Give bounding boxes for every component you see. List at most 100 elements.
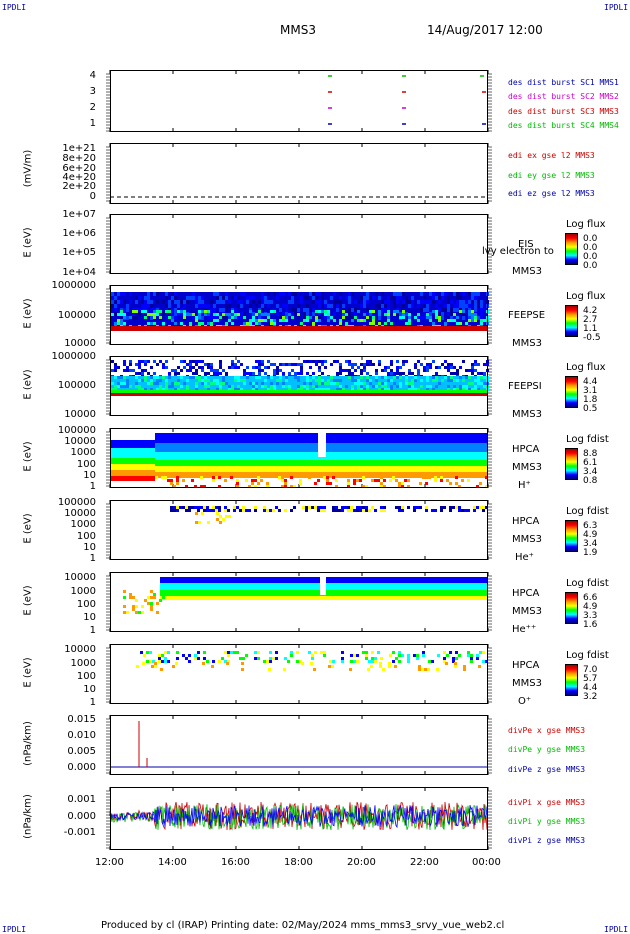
spectrogram-cell <box>282 316 285 319</box>
spectrogram-cell <box>218 660 221 663</box>
spectrogram-cell <box>281 476 284 479</box>
spectrogram-cell <box>447 369 450 372</box>
spectrogram-cell <box>206 660 209 663</box>
spectrogram-cell <box>150 602 153 605</box>
spectrogram-cell <box>156 310 159 313</box>
spectrogram-cell <box>360 304 363 308</box>
spectrogram-cell <box>197 509 200 512</box>
spectrogram-cell <box>117 313 120 316</box>
spectrogram-cell <box>147 372 150 375</box>
spectrogram-cell <box>138 363 141 366</box>
spectrogram-cell <box>165 296 168 300</box>
spectrogram-cell <box>189 366 192 369</box>
spectrogram-cell <box>408 300 411 304</box>
spectrogram-cell <box>228 304 231 308</box>
spectrogram-cell <box>282 312 285 316</box>
spectrogram-cell <box>171 300 174 304</box>
spectrogram-cell <box>399 382 402 385</box>
spectrogram-cell <box>197 651 200 654</box>
spectrogram-cell <box>167 651 170 654</box>
spectrogram-cell <box>177 388 180 391</box>
spectrogram-cell <box>456 292 459 296</box>
spectrogram-cell <box>150 304 153 308</box>
spectrogram-cell <box>441 379 444 382</box>
spectrogram-cell <box>168 300 171 304</box>
spectrogram-cell <box>327 316 330 320</box>
spectrogram-cell <box>200 506 203 509</box>
spectrogram-cell <box>269 651 272 654</box>
spectrogram-cell <box>435 310 438 313</box>
spectrogram-cell <box>384 382 387 385</box>
spectrogram-cell <box>132 316 135 320</box>
ylabel-eis: E (eV) <box>22 227 34 258</box>
spectrogram-cell <box>168 316 171 319</box>
spectrogram-cell <box>171 319 174 322</box>
spectrogram-cell <box>243 379 246 382</box>
spectrogram-cell <box>467 654 470 657</box>
spectrogram-cell <box>219 372 222 375</box>
spectrogram-cell <box>152 660 155 663</box>
spectrogram-cell <box>123 590 126 593</box>
spectrogram-cell <box>453 304 456 308</box>
tick-label: 10000 <box>64 409 96 420</box>
spectrogram-cell <box>463 668 466 671</box>
spectrogram-cell <box>477 300 480 304</box>
spectrogram-cell <box>222 313 225 316</box>
spectrogram-cell <box>284 485 287 488</box>
spectrogram-cell <box>480 300 483 304</box>
spectrogram-cell <box>432 296 435 300</box>
spectrogram-cell <box>306 385 309 388</box>
spectrogram-cell <box>225 316 228 320</box>
spectrogram-cell <box>387 296 390 300</box>
tick-label: 10 <box>83 684 96 695</box>
spectrogram-cell <box>444 360 447 363</box>
spectrogram-cell <box>291 292 294 296</box>
spectrogram-cell <box>418 668 421 671</box>
spectrogram-cell <box>174 372 177 375</box>
spectrogram-cell <box>153 313 156 316</box>
spectrogram-cell <box>242 657 245 660</box>
spectrogram-cell <box>333 304 336 308</box>
legend-edi-ez: edi ez gse l2 MMS3 <box>508 189 595 198</box>
spectrogram-cell <box>213 369 216 372</box>
spectrogram-cell <box>350 660 353 663</box>
spectrogram-cell <box>213 292 216 296</box>
spectrogram-cell <box>284 657 287 660</box>
ylabel-hpca-hepp: E (eV) <box>22 585 34 616</box>
spectrogram-cell <box>339 296 342 300</box>
spectrogram-cell <box>423 296 426 300</box>
spectrogram-cell <box>276 366 279 369</box>
ylabel-divpi: (nPa/km) <box>22 794 34 839</box>
spectrogram-cell <box>192 366 195 369</box>
spectrogram-cell <box>480 312 483 316</box>
spectrogram-cell <box>408 382 411 385</box>
spectrogram-cell <box>252 372 255 375</box>
spectrogram-cell <box>225 296 228 300</box>
spectrogram-cell <box>168 312 171 316</box>
spectrogram-cell <box>459 385 462 388</box>
spectrogram-cell <box>267 313 270 316</box>
spectrogram-cell <box>141 300 144 304</box>
spectrogram-cell <box>420 363 423 366</box>
spectrogram-cell <box>318 360 321 363</box>
spectrogram-cell <box>365 657 368 660</box>
spectrogram-cell <box>261 360 264 363</box>
tick-label: 4e+20 <box>62 172 96 183</box>
spectrogram-cell <box>219 300 222 304</box>
spectrogram-cell <box>336 304 339 308</box>
spectrogram-cell <box>313 668 316 671</box>
spectrogram-cell <box>230 651 233 654</box>
spectrogram-cell <box>336 363 339 366</box>
spectrogram-cell <box>310 662 313 665</box>
colorbar-value: 0.0 <box>583 234 598 244</box>
spectrogram-cell <box>240 300 243 304</box>
spectrogram-cell <box>207 304 210 308</box>
spectrogram-cell <box>123 596 126 599</box>
spectrogram-cell <box>225 372 228 375</box>
spectrogram-cell <box>195 296 198 300</box>
spectrogram-cell <box>473 506 476 509</box>
spectrogram-cell <box>267 366 270 369</box>
spectrogram-cell <box>429 385 432 388</box>
spectrogram-cell <box>333 379 336 382</box>
spectrogram-cell <box>284 482 287 485</box>
